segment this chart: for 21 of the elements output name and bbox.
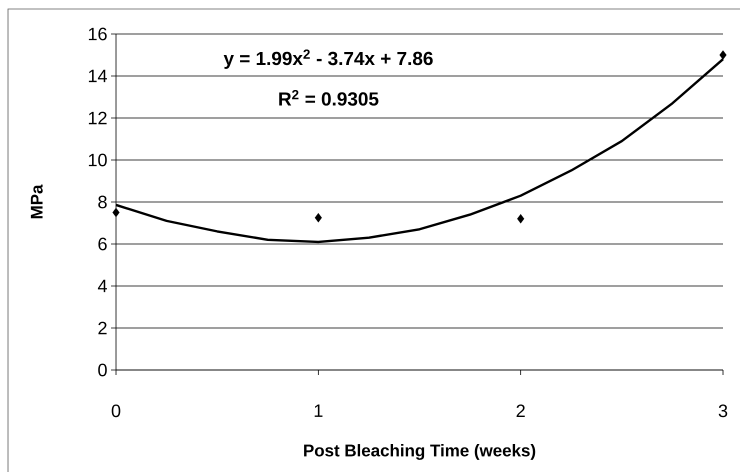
x-tick-label: 2: [516, 404, 525, 418]
x-tick-label: 0: [112, 404, 120, 418]
point: [314, 213, 322, 222]
annotation: y = 1.99x$^{2}$ - 3.74x + 7.86: [224, 49, 433, 69]
x-tick-label: 1: [314, 404, 322, 417]
point: [719, 50, 727, 60]
x-axis-title: Post Bleaching Time (weeks): [304, 444, 536, 460]
x-tick-label: 3: [718, 404, 728, 418]
annotation: R$^{2}$ = 0.9305: [279, 90, 378, 106]
y-tick-label: 14: [88, 70, 107, 82]
y-axis-title: MPa: [30, 184, 43, 218]
y-tick-label: 8: [98, 196, 107, 208]
y-tick-label: 12: [88, 112, 107, 124]
y-tick-label: 4: [98, 280, 107, 292]
y-tick-label: 16: [88, 28, 107, 40]
y-tick-label: 2: [98, 322, 107, 334]
y-tick-label: 10: [88, 154, 107, 166]
point: [112, 208, 120, 218]
point: [517, 214, 524, 224]
y-tick-label: 0: [98, 364, 107, 376]
y-tick-label: 6: [98, 238, 107, 250]
